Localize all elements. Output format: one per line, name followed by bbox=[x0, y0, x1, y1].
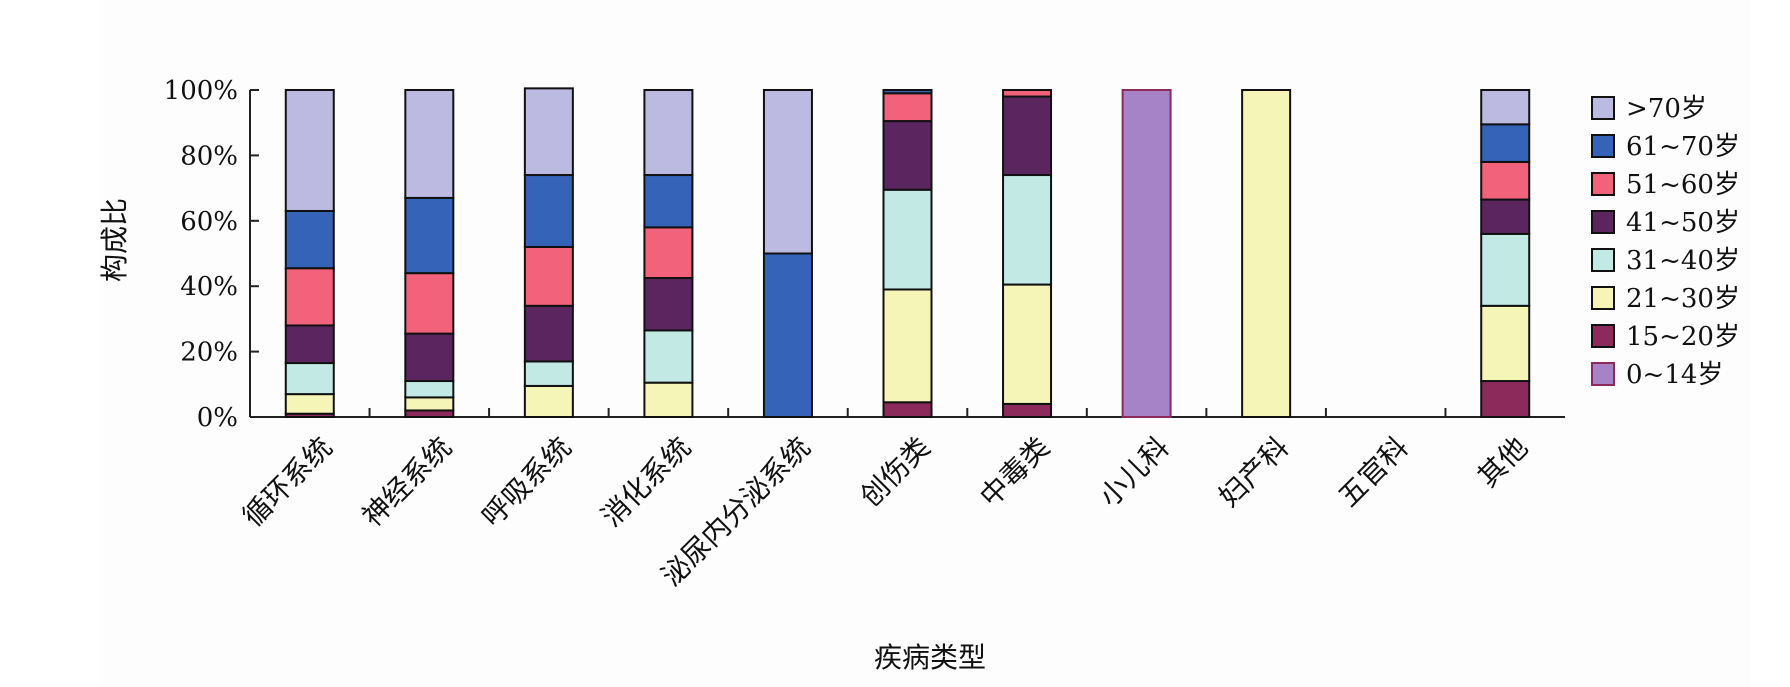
legend-label: 21~30岁 bbox=[1626, 284, 1740, 314]
legend-swatch bbox=[1591, 96, 1615, 120]
bar-segment bbox=[643, 329, 694, 384]
bar-segment bbox=[762, 252, 813, 418]
bar-segment bbox=[1480, 160, 1531, 201]
legend-label: 0~14岁 bbox=[1626, 360, 1723, 390]
bar-segment bbox=[1480, 304, 1531, 383]
bar-segment bbox=[1241, 89, 1292, 418]
legend-swatch bbox=[1591, 172, 1615, 196]
legend-swatch bbox=[1591, 286, 1615, 310]
x-axis-title: 疾病类型 bbox=[874, 641, 986, 674]
bar-segment bbox=[643, 381, 694, 419]
legend-label: 51~60岁 bbox=[1626, 170, 1740, 200]
bar-segment bbox=[643, 277, 694, 332]
bar-segment bbox=[882, 92, 933, 123]
bar-segment bbox=[523, 174, 574, 248]
legend-item: >70岁 bbox=[1591, 94, 1707, 124]
legend-item: 51~60岁 bbox=[1591, 170, 1740, 200]
bar-segment bbox=[284, 324, 335, 365]
bar-segment bbox=[284, 89, 335, 212]
bar-segment bbox=[1002, 174, 1053, 286]
bar-segment bbox=[1002, 89, 1053, 98]
legend-label: 15~20岁 bbox=[1626, 322, 1740, 352]
bar-stack bbox=[1480, 89, 1531, 418]
legend-item: 0~14岁 bbox=[1591, 360, 1723, 390]
bar-stack bbox=[1002, 89, 1053, 419]
bar-segment bbox=[1002, 283, 1053, 405]
bar-segment bbox=[1480, 232, 1531, 307]
legend-item: 31~40岁 bbox=[1591, 246, 1740, 276]
bar-segment bbox=[1480, 89, 1531, 126]
bar-stack bbox=[882, 89, 933, 419]
legend-swatch bbox=[1591, 324, 1615, 348]
legend-item: 61~70岁 bbox=[1591, 132, 1740, 162]
bar-segment bbox=[284, 209, 335, 270]
bar-segment bbox=[882, 89, 933, 95]
bar-segment bbox=[404, 272, 455, 335]
y-tick-label: 0% bbox=[197, 403, 238, 433]
bar-segment bbox=[523, 384, 574, 418]
legend-label: 31~40岁 bbox=[1626, 246, 1740, 276]
y-tick-label: 20% bbox=[180, 338, 238, 368]
y-tick-label: 100% bbox=[164, 76, 238, 106]
legend-swatch bbox=[1591, 248, 1615, 272]
bar-segment bbox=[404, 89, 455, 199]
legend-swatch bbox=[1591, 362, 1615, 386]
bar-segment bbox=[523, 304, 574, 363]
bar-segment bbox=[882, 401, 933, 419]
bar-segment bbox=[643, 226, 694, 280]
bar-segment bbox=[1002, 402, 1053, 419]
bar-segment bbox=[1121, 89, 1172, 418]
bar-segment bbox=[523, 360, 574, 387]
bar-stack bbox=[1241, 89, 1292, 418]
bar-segment bbox=[882, 120, 933, 191]
legend-label: 41~50岁 bbox=[1626, 208, 1740, 238]
legend-label: 61~70岁 bbox=[1626, 132, 1740, 162]
bar-stack bbox=[762, 89, 813, 418]
y-tick-label: 40% bbox=[180, 272, 238, 302]
legend-swatch bbox=[1591, 134, 1615, 158]
bar-segment bbox=[882, 288, 933, 404]
legend-item: 15~20岁 bbox=[1591, 322, 1740, 352]
bars bbox=[284, 87, 1531, 419]
bar-segment bbox=[762, 89, 813, 255]
y-tick-label: 80% bbox=[180, 141, 238, 171]
bar-segment bbox=[882, 188, 933, 291]
bar-segment bbox=[1480, 380, 1531, 418]
bar-stack bbox=[643, 89, 694, 419]
bar-segment bbox=[284, 362, 335, 396]
bar-segment bbox=[523, 87, 574, 177]
bar-segment bbox=[284, 267, 335, 327]
bar-segment bbox=[284, 393, 335, 415]
bar-segment bbox=[1002, 95, 1053, 177]
bar-segment bbox=[404, 396, 455, 412]
bar-segment bbox=[404, 196, 455, 275]
bar-segment bbox=[523, 245, 574, 307]
bar-stack bbox=[523, 87, 574, 418]
bar-stack bbox=[1121, 89, 1172, 418]
bar-stack bbox=[284, 89, 335, 419]
y-tick-label: 60% bbox=[180, 207, 238, 237]
legend-item: 41~50岁 bbox=[1591, 208, 1740, 238]
legend: >70岁 61~70岁 51~60岁 41~50岁 31~40岁 21~30岁 15~20岁… bbox=[1591, 94, 1740, 390]
legend-swatch bbox=[1591, 210, 1615, 234]
bar-segment bbox=[1480, 198, 1531, 235]
bar-stack bbox=[404, 89, 455, 418]
bar-segment bbox=[1480, 123, 1531, 163]
bar-segment bbox=[404, 332, 455, 383]
bar-segment bbox=[643, 174, 694, 229]
legend-item: 21~30岁 bbox=[1591, 284, 1740, 314]
y-axis: 0% 20% 40% 60% 80% 100% bbox=[164, 76, 259, 433]
bar-segment bbox=[643, 89, 694, 177]
bar-segment bbox=[404, 380, 455, 399]
y-axis-title: 构成比 bbox=[98, 198, 131, 282]
legend-label: >70岁 bbox=[1626, 94, 1707, 124]
